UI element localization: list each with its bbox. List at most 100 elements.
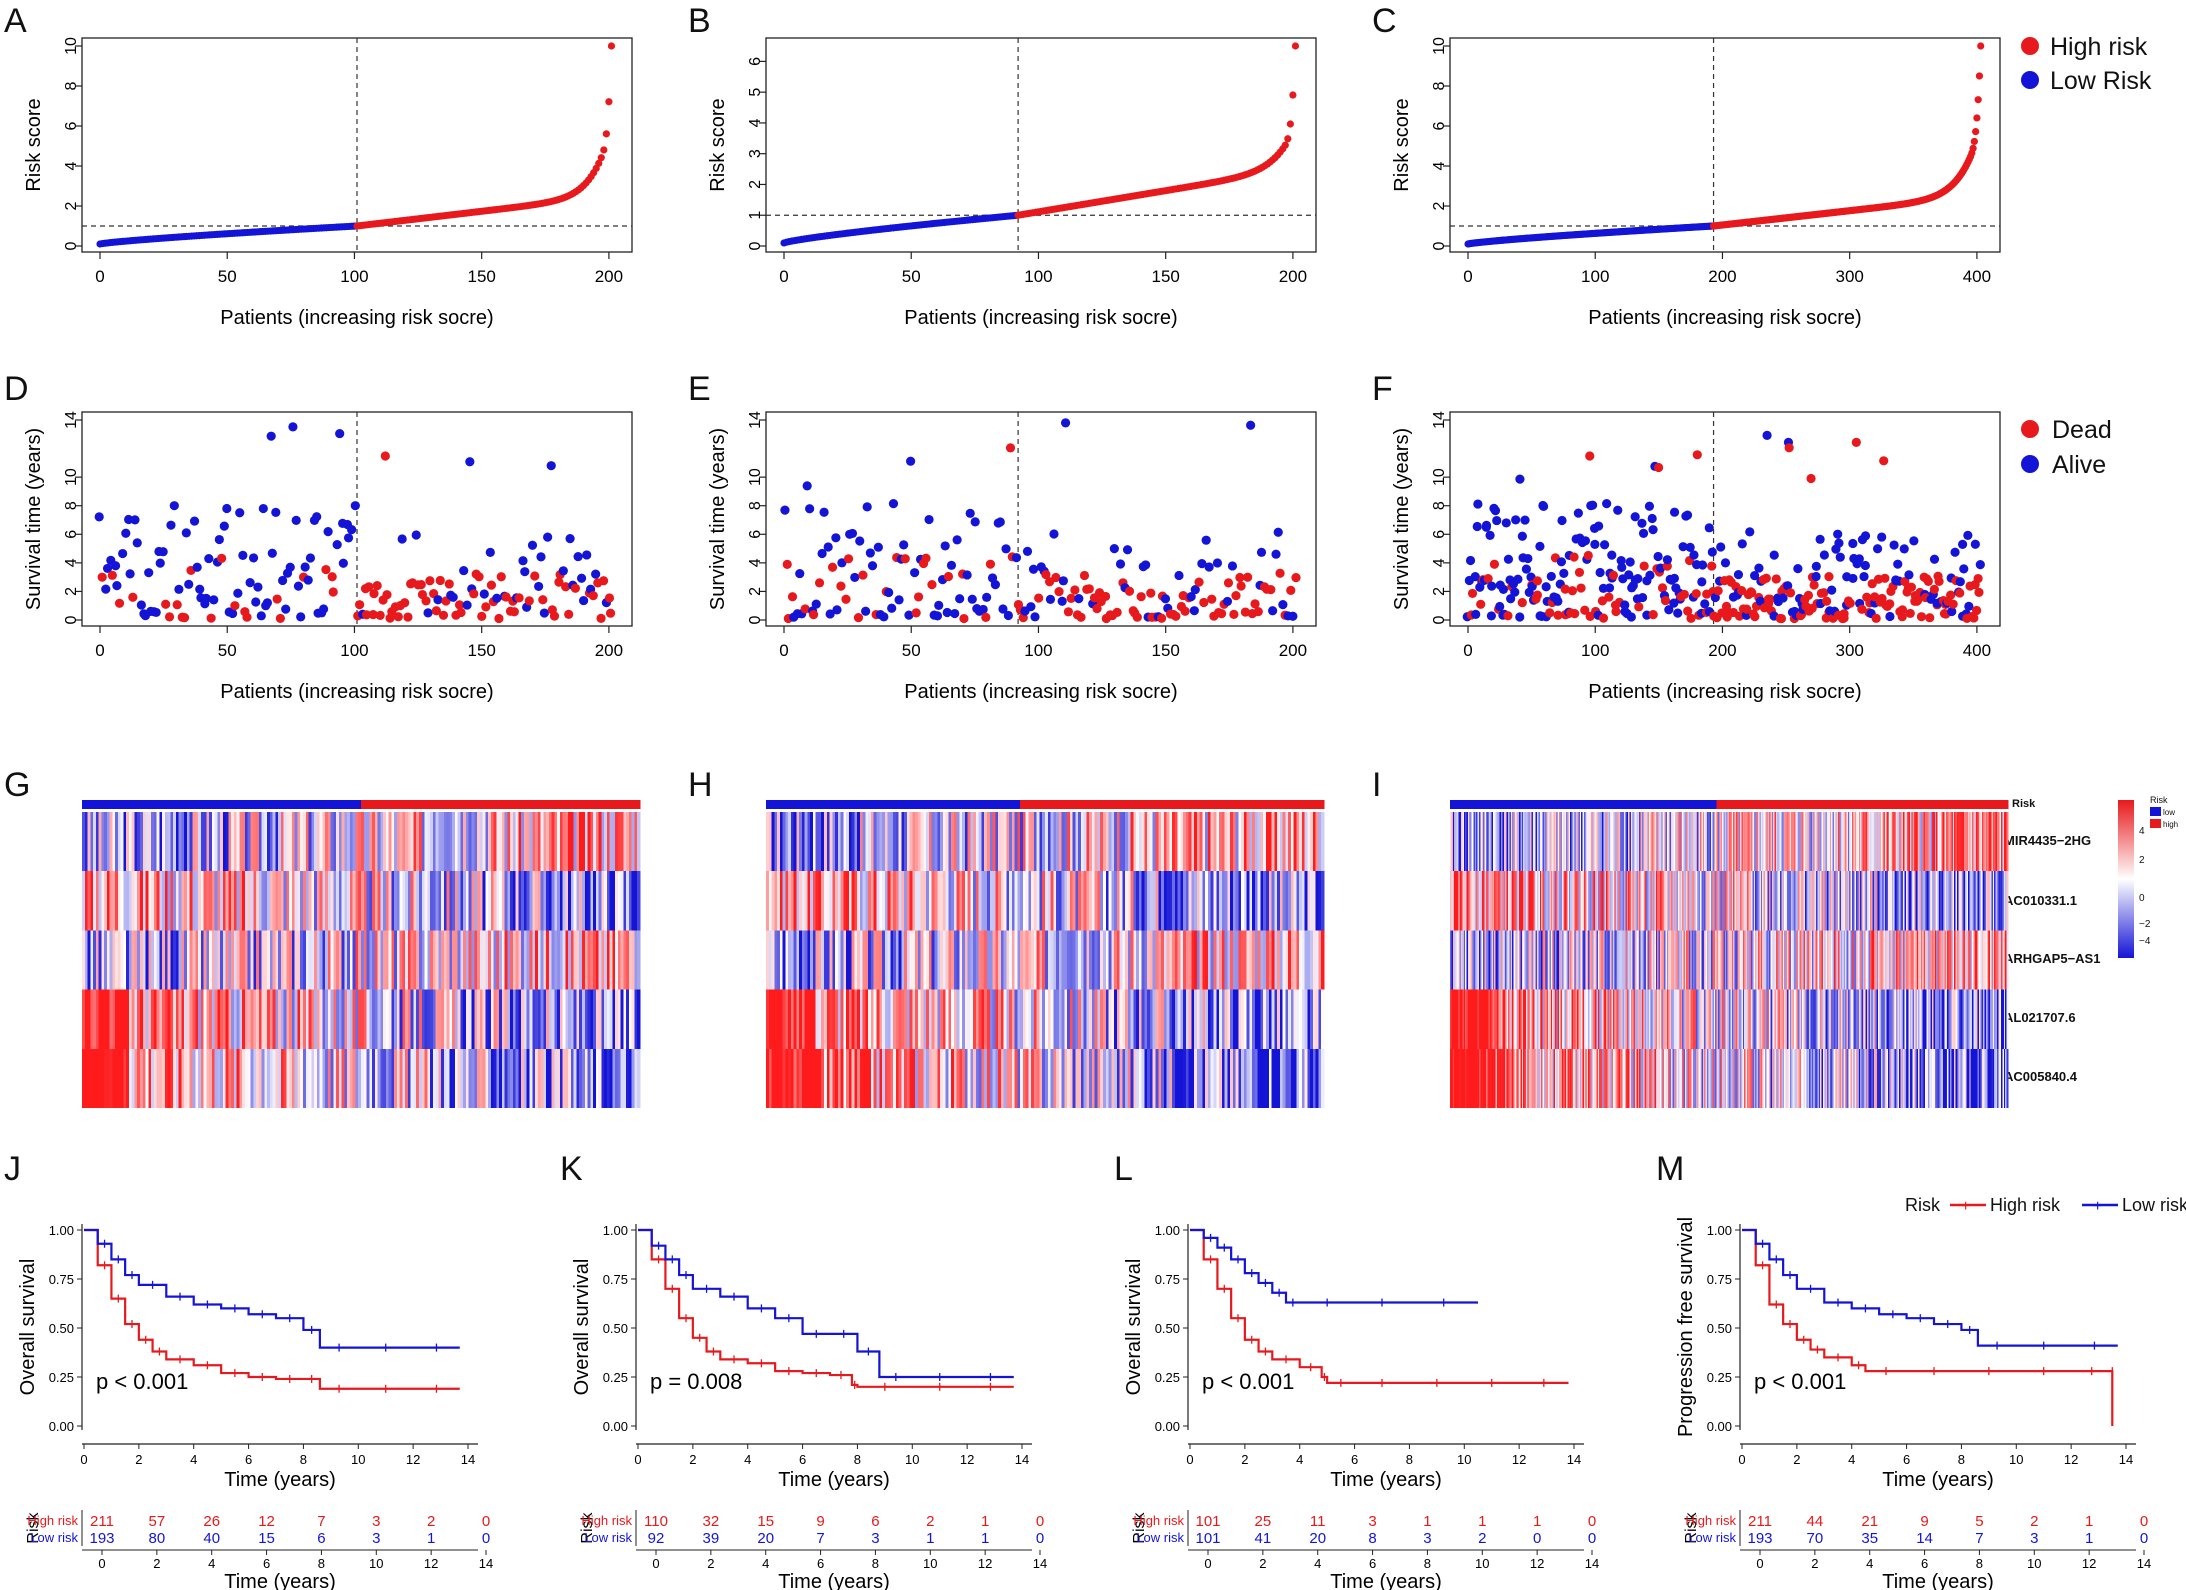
risk-annotation-cell bbox=[768, 800, 773, 809]
heatmap-cell bbox=[128, 871, 133, 931]
heatmap-cell bbox=[297, 812, 301, 872]
heatmap-cell bbox=[250, 1048, 254, 1108]
heatmap-cell bbox=[1249, 989, 1253, 1049]
risk-annotation-cell bbox=[1798, 800, 1801, 809]
dead-point bbox=[1906, 582, 1916, 592]
heatmap-cell bbox=[278, 871, 282, 931]
dead-point bbox=[1054, 587, 1064, 597]
risk-annotation-cell bbox=[1804, 800, 1807, 809]
heatmap-cell bbox=[1864, 812, 1867, 872]
heatmap-cell bbox=[463, 812, 467, 872]
alive-point bbox=[1490, 506, 1501, 516]
heatmap-cell bbox=[407, 871, 412, 931]
heatmap-cell bbox=[496, 812, 500, 872]
risk-annotation-cell bbox=[1462, 800, 1465, 809]
heatmap-cell bbox=[1152, 812, 1157, 872]
risk-annotation-cell bbox=[890, 800, 894, 809]
heatmap-cell bbox=[510, 812, 514, 872]
alive-point bbox=[332, 540, 342, 550]
heatmap-cell bbox=[275, 989, 279, 1049]
heatmap-cell bbox=[225, 812, 230, 872]
heatmap-cell bbox=[959, 812, 963, 872]
risk-annotation-cell bbox=[815, 800, 820, 809]
heatmap-cell bbox=[341, 930, 346, 990]
heatmap-cell bbox=[291, 989, 296, 1049]
risk-annotation-cell bbox=[84, 800, 89, 809]
high-risk-point bbox=[602, 130, 610, 138]
alive-point bbox=[1607, 550, 1617, 560]
heatmap-cell bbox=[104, 812, 108, 872]
alive-point bbox=[573, 551, 583, 562]
risk-annotation-cell bbox=[799, 800, 803, 809]
heatmap-cell bbox=[344, 989, 348, 1049]
heatmap-cell bbox=[1155, 812, 1159, 872]
heatmap-cell bbox=[327, 989, 332, 1049]
high-risk-point bbox=[1281, 141, 1289, 149]
heatmap-cell bbox=[532, 812, 536, 872]
heatmap-cell bbox=[1260, 1048, 1264, 1108]
heatmap-cell bbox=[573, 989, 578, 1049]
heatmap-cell bbox=[1127, 871, 1132, 931]
heatmap-cell bbox=[1279, 930, 1284, 990]
risk-annotation-cell bbox=[1740, 800, 1743, 809]
heatmap-cell bbox=[305, 989, 310, 1049]
heatmap-cell bbox=[1180, 812, 1184, 872]
dead-point bbox=[1608, 570, 1619, 581]
x-tick-label: 0 bbox=[95, 267, 104, 286]
dead-point bbox=[128, 592, 138, 602]
risk-annotation-cell bbox=[1635, 800, 1638, 809]
heatmap-cell bbox=[1205, 1048, 1209, 1108]
risk-annotation-cell bbox=[1785, 800, 1788, 809]
heatmap-cell bbox=[104, 1048, 108, 1108]
heatmap-cell bbox=[801, 930, 806, 990]
heatmap-cell bbox=[1080, 871, 1085, 931]
risk-annotation-cell bbox=[1809, 800, 1812, 809]
heatmap-cell bbox=[551, 871, 555, 931]
risk-annotation-cell bbox=[1056, 800, 1060, 809]
heatmap-cell bbox=[1133, 1048, 1137, 1108]
risk-annotation-cell bbox=[137, 800, 141, 809]
heatmap-cell bbox=[244, 989, 249, 1049]
heatmap-cell bbox=[314, 812, 318, 872]
heatmap-cell bbox=[1094, 930, 1099, 990]
alive-point bbox=[253, 582, 263, 592]
risk-annotation-cell bbox=[1766, 800, 1769, 809]
heatmap-cell bbox=[1191, 1048, 1195, 1108]
alive-point bbox=[884, 587, 894, 598]
heatmap-cell bbox=[1009, 1048, 1013, 1108]
heatmap-cell bbox=[912, 930, 916, 990]
risk-annotation-cell bbox=[628, 800, 633, 809]
heatmap-cell bbox=[413, 989, 417, 1049]
dead-point bbox=[456, 607, 466, 618]
heatmap-cell bbox=[1243, 989, 1248, 1049]
risk-annotation-cell bbox=[1914, 800, 1917, 809]
heatmap-cell bbox=[598, 989, 602, 1049]
risk-annotation-cell bbox=[1994, 800, 1997, 809]
heatmap-cell bbox=[981, 812, 985, 872]
risk-annotation-cell bbox=[189, 800, 194, 809]
risk-annotation-cell bbox=[1501, 800, 1504, 809]
heatmap-cell bbox=[821, 1048, 825, 1108]
heatmap-cell bbox=[975, 871, 980, 931]
heatmap-cell bbox=[465, 871, 470, 931]
risk-annotation-cell bbox=[1934, 800, 1937, 809]
heatmap-cell bbox=[228, 989, 232, 1049]
heatmap-cell bbox=[637, 930, 641, 990]
heatmap-cell bbox=[609, 812, 613, 872]
heatmap-cell bbox=[604, 871, 608, 931]
risk-annotation-cell bbox=[131, 800, 136, 809]
heatmap-cell bbox=[928, 1048, 933, 1108]
risk-annotation-cell bbox=[1778, 800, 1781, 809]
heatmap-cell bbox=[1033, 1048, 1038, 1108]
heatmap-cell bbox=[477, 871, 481, 931]
risk-annotation-cell bbox=[1577, 800, 1580, 809]
heatmap-cell bbox=[890, 930, 894, 990]
heatmap-cell bbox=[374, 812, 379, 872]
heatmap-cell bbox=[477, 1048, 481, 1108]
heatmap-cell bbox=[1122, 989, 1126, 1049]
heatmap-cell bbox=[768, 812, 773, 872]
risk-annotation-cell bbox=[598, 800, 602, 809]
heatmap-cell bbox=[1862, 812, 1865, 872]
heatmap-cell bbox=[297, 989, 301, 1049]
heatmap-cell bbox=[1100, 1048, 1104, 1108]
